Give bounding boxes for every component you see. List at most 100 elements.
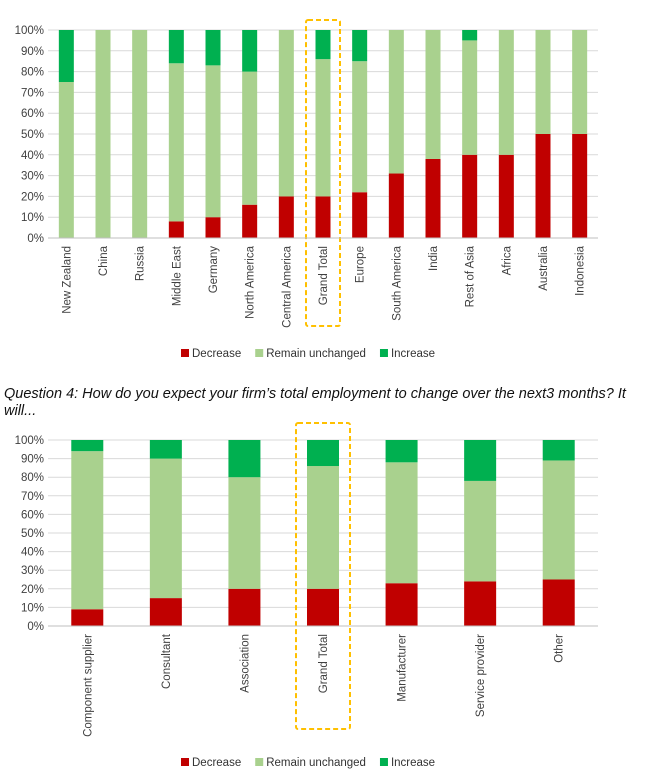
- region-chart-bar-remain-unchanged-middle-east: [168, 63, 184, 222]
- firm-type-chart-x-tick-label: Association: [239, 634, 251, 693]
- firm-type-chart-bar-remain-unchanged-manufacturer: [385, 462, 418, 584]
- region-chart-bar-remain-unchanged-australia: [535, 30, 551, 134]
- region-chart-bar-decrease-middle-east: [168, 221, 184, 238]
- firm-type-chart-bar-decrease-association: [228, 588, 261, 626]
- region-chart-bar-remain-unchanged-central-america: [278, 30, 294, 197]
- region-chart-y-tick-label: 50%: [21, 129, 44, 141]
- region-chart-x-tick-label: Rest of Asia: [465, 245, 477, 307]
- region-chart-y-tick-label: 70%: [21, 87, 44, 99]
- firm-type-chart-bar-increase-manufacturer: [385, 440, 418, 463]
- firm-type-chart-legend-swatch-increase: [379, 758, 388, 766]
- region-chart-bar-remain-unchanged-china: [95, 30, 111, 238]
- firm-type-chart-bar-decrease-grand-total: [307, 588, 339, 626]
- region-chart-y-tick-label: 30%: [21, 171, 44, 183]
- region-chart-bar-remain-unchanged-india: [425, 30, 441, 159]
- firm-type-chart-bar-increase-consultant: [149, 440, 182, 459]
- firm-type-chart-bar-decrease-consultant: [149, 598, 182, 626]
- firm-type-chart-bar-decrease-other: [542, 579, 575, 626]
- region-chart-x-tick-label: Germany: [208, 246, 220, 294]
- region-chart-y-tick-label: 40%: [21, 150, 44, 162]
- region-chart-x-tick-label: China: [98, 245, 110, 276]
- region-chart-bar-remain-unchanged-grand-total: [315, 59, 331, 197]
- firm-type-chart-x-tick-label: Manufacturer: [397, 634, 409, 702]
- firm-type-chart-legend-swatch-remain-unchanged: [255, 758, 264, 766]
- region-chart-legend-label-increase: Increase: [391, 348, 435, 360]
- region-chart-bar-remain-unchanged-indonesia: [572, 30, 588, 134]
- region-chart-y-tick-label: 90%: [21, 46, 44, 58]
- region-chart-bar-decrease-grand-total: [315, 196, 331, 238]
- region-chart-bar-increase-new-zealand: [58, 30, 74, 82]
- firm-type-chart-y-tick-label: 10%: [21, 602, 44, 614]
- region-chart-bar-remain-unchanged-north-america: [242, 71, 258, 205]
- firm-type-chart-bar-decrease-manufacturer: [385, 583, 418, 626]
- region-chart-bar-increase-middle-east: [168, 30, 184, 64]
- region-chart-bar-remain-unchanged-south-america: [388, 30, 404, 174]
- region-chart-x-tick-label: North America: [245, 245, 257, 318]
- firm-type-chart-bar-increase-association: [228, 440, 261, 478]
- firm-type-chart-bar-increase-component-supplier: [71, 440, 104, 452]
- region-chart-bar-decrease-africa: [498, 154, 514, 238]
- region-chart-legend-swatch-decrease: [181, 349, 189, 357]
- region-chart-bar-remain-unchanged-rest-of-asia: [462, 40, 478, 155]
- region-chart-x-tick-label: Grand Total: [318, 246, 330, 305]
- region-chart-bar-remain-unchanged-russia: [132, 30, 148, 238]
- firm-type-chart-bar-remain-unchanged-service-provider: [464, 480, 497, 582]
- region-chart-bar-remain-unchanged-europe: [352, 61, 368, 193]
- firm-type-chart-bar-decrease-service-provider: [464, 581, 497, 626]
- firm-type-chart-y-tick-label: 50%: [21, 528, 44, 540]
- firm-type-chart-legend-swatch-decrease: [181, 758, 189, 766]
- region-chart-bar-decrease-central-america: [278, 196, 294, 238]
- firm-type-chart-x-tick-label: Grand Total: [318, 634, 330, 693]
- region-chart-x-tick-label: South America: [391, 245, 403, 320]
- region-chart-bar-remain-unchanged-germany: [205, 65, 221, 218]
- region-chart-x-tick-label: Africa: [501, 245, 513, 275]
- firm-type-chart-bar-remain-unchanged-consultant: [149, 458, 182, 599]
- region-chart-x-tick-label: Central America: [281, 245, 293, 327]
- firm-type-chart-y-tick-label: 70%: [21, 491, 44, 503]
- region-chart-y-tick-label: 20%: [21, 191, 44, 203]
- firm-type-chart-grand-total-highlight: [295, 422, 351, 730]
- region-chart-x-tick-label: Russia: [135, 245, 147, 281]
- region-chart-bar-decrease-australia: [535, 134, 551, 238]
- firm-type-chart-bar-remain-unchanged-other: [542, 460, 575, 580]
- firm-type-chart-y-tick-label: 40%: [21, 547, 44, 559]
- region-chart-bar-decrease-south-america: [388, 173, 404, 238]
- region-chart-bar-increase-germany: [205, 30, 221, 66]
- region-chart-bar-increase-north-america: [242, 30, 258, 72]
- region-chart-x-tick-label: Europe: [355, 246, 367, 283]
- firm-type-chart-bar-decrease-component-supplier: [71, 609, 104, 626]
- region-chart-y-tick-label: 100%: [15, 25, 44, 37]
- firm-type-chart-x-tick-label: Other: [554, 634, 566, 663]
- region-chart-x-tick-label: New Zealand: [61, 246, 73, 314]
- firm-type-chart-bar-increase-service-provider: [464, 440, 497, 481]
- region-chart-y-tick-label: 0%: [27, 233, 44, 245]
- region-chart-legend-label-remain-unchanged: Remain unchanged: [266, 348, 366, 360]
- region-chart-y-tick-label: 60%: [21, 108, 44, 120]
- region-chart-bar-remain-unchanged-new-zealand: [58, 82, 74, 238]
- employment-by-region-chart: 0% 10% 20% 30% 40% 50% 60% 70% 80% 90% 100% New Zea…: [15, 19, 598, 360]
- firm-type-chart-y-tick-label: 30%: [21, 565, 44, 577]
- region-chart-bar-decrease-europe: [352, 192, 368, 238]
- firm-type-chart-y-tick-label: 20%: [21, 584, 44, 596]
- firm-type-chart-bar-remain-unchanged-component-supplier: [71, 451, 104, 610]
- firm-type-chart-y-tick-label: 0%: [27, 621, 44, 633]
- firm-type-chart-y-tick-label: 90%: [21, 454, 44, 466]
- firm-type-chart-y-tick-label: 100%: [15, 435, 44, 447]
- region-chart-legend-swatch-increase: [379, 349, 388, 357]
- region-chart-bar-decrease-germany: [205, 217, 221, 238]
- region-chart-grand-total-highlight: [305, 19, 341, 327]
- region-chart-y-tick-label: 10%: [21, 212, 44, 224]
- firm-type-chart-bar-remain-unchanged-association: [228, 477, 261, 589]
- firm-type-chart-bar-increase-other: [542, 440, 575, 461]
- region-chart-bar-decrease-india: [425, 158, 441, 238]
- region-chart-x-tick-label: Australia: [538, 245, 550, 290]
- region-chart-y-tick-label: 80%: [21, 67, 44, 79]
- question-4-heading: Question 4: How do you expect your firm’…: [4, 386, 626, 419]
- firm-type-chart-bar-increase-grand-total: [307, 440, 339, 467]
- region-chart-bar-decrease-indonesia: [572, 134, 588, 238]
- region-chart-legend-swatch-remain-unchanged: [255, 349, 264, 357]
- firm-type-chart-x-tick-label: Component supplier: [82, 634, 94, 737]
- region-chart-bar-decrease-north-america: [242, 204, 258, 238]
- region-chart-bar-remain-unchanged-africa: [498, 30, 514, 155]
